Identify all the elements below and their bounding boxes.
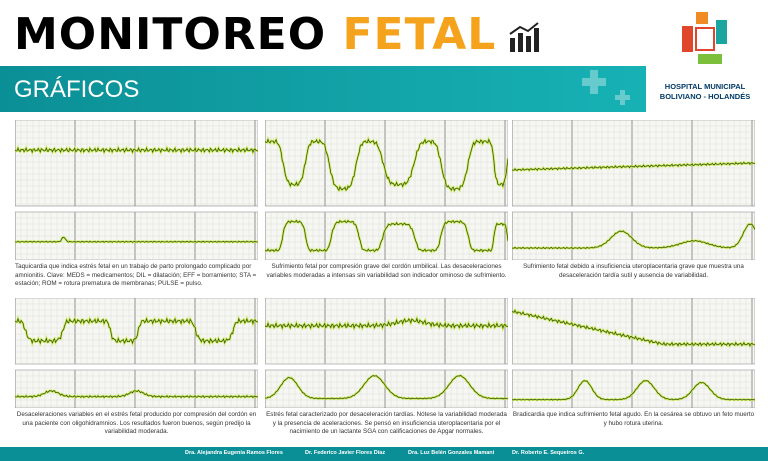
- fetal-strip: [512, 120, 755, 260]
- caption: Desaceleraciones variables en el estrés …: [16, 411, 257, 436]
- caption: Sufrimiento fetal debido a insuficiencia…: [523, 263, 744, 279]
- trace: [512, 309, 755, 347]
- trace: [512, 380, 755, 401]
- strip-paper: [265, 298, 508, 365]
- strip-paper: [512, 120, 755, 207]
- fetal-strip: [265, 298, 508, 408]
- trace: [265, 219, 508, 253]
- trace: [512, 223, 755, 250]
- hospital-name-2: BOLIVIANO - HOLANDÉS: [659, 92, 751, 101]
- logo-mark: [682, 12, 727, 64]
- trace: [15, 236, 258, 243]
- trace: [265, 374, 508, 400]
- title-main: MONITOREO: [14, 9, 327, 60]
- hospital-name-1: HOSPITAL MUNICIPAL: [664, 82, 746, 91]
- strip-paper: [512, 298, 755, 365]
- caption: Estrés fetal caracterizado por desaceler…: [266, 411, 507, 436]
- author: Dra. Alejandra Eugenia Ramos Flores: [185, 450, 283, 456]
- trace: [15, 146, 258, 154]
- fetal-strip: [15, 120, 258, 260]
- fetal-strip: [265, 120, 508, 260]
- author: Dr. Roberto E. Sequeiros G.: [512, 450, 585, 456]
- caption: Sufrimiento fetal por compresión grave d…: [266, 263, 507, 279]
- strip-paper: [15, 120, 258, 207]
- title: MONITOREO FETAL: [14, 10, 496, 60]
- strip-paper: [512, 369, 755, 408]
- footer: Dra. Alejandra Eugenia Ramos Flores Dr. …: [0, 447, 768, 461]
- trace: [265, 138, 508, 192]
- caption: Taquicardia que indica estrés fetal en u…: [15, 263, 257, 288]
- trace: [512, 161, 755, 172]
- section-band: GRÁFICOS: [0, 66, 650, 112]
- chart-icon: [509, 22, 539, 52]
- strip-paper: [15, 369, 258, 408]
- caption: Bradicardia que indica sufrimiento fetal…: [512, 411, 755, 427]
- trace: [15, 317, 258, 345]
- author: Dra. Luz Belén Gonzales Mamani: [408, 450, 495, 456]
- trace: [15, 389, 258, 399]
- fetal-strip: [512, 298, 755, 408]
- title-accent: FETAL: [342, 9, 497, 60]
- strip-paper: [15, 298, 258, 365]
- author: Dr. Federico Javier Flores Díaz: [305, 450, 386, 456]
- section-title: GRÁFICOS: [14, 76, 140, 103]
- hospital-logo: HOSPITAL MUNICIPAL BOLIVIANO - HOLANDÉS: [646, 8, 764, 112]
- strip-paper: [265, 120, 508, 207]
- fetal-strip: [15, 298, 258, 408]
- trace: [265, 317, 508, 330]
- decor-crosses: [582, 70, 630, 105]
